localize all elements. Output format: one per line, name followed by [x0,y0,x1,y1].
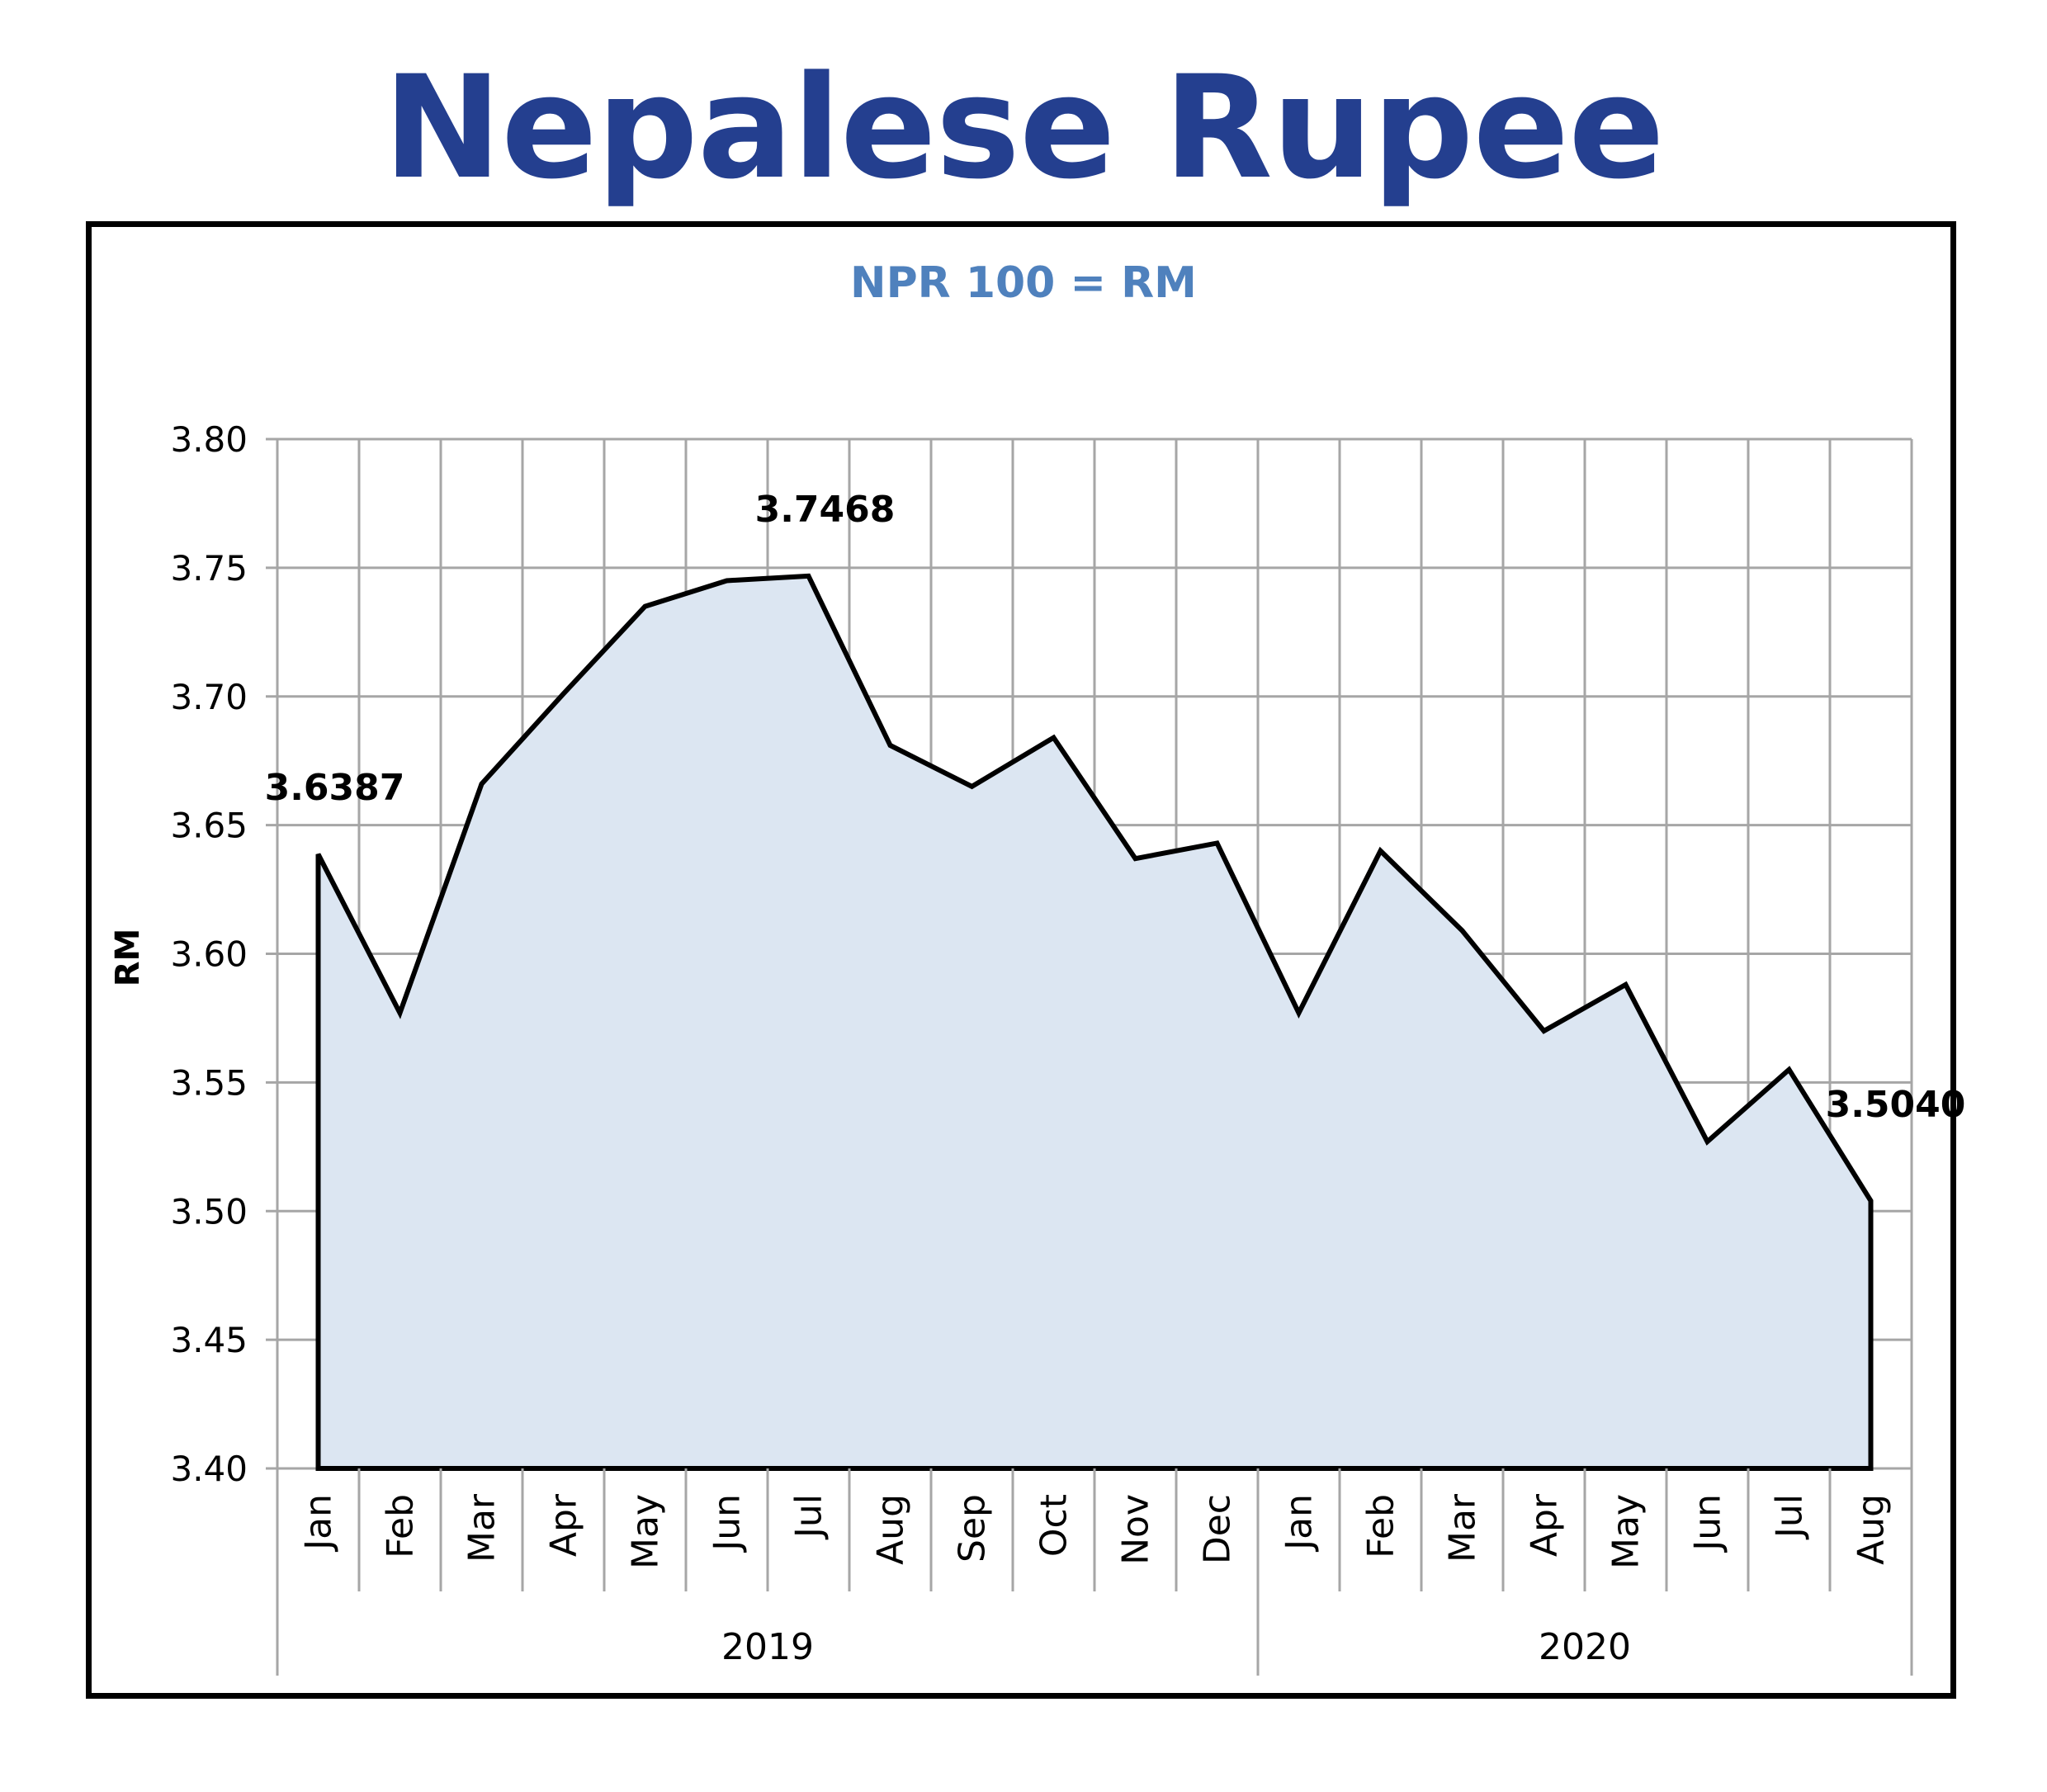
y-axis-label: RM [109,929,147,987]
x-tick-label: Mar [461,1493,503,1563]
series-line [315,573,1874,1471]
x-group-label: 2020 [1539,1626,1631,1668]
x-tick-label: Sep [952,1494,994,1563]
data-label: 3.5040 [1826,1084,1966,1126]
x-tick-label: Nov [1115,1494,1157,1565]
axis-layer [276,1468,1913,1676]
x-tick-label: Apr [543,1493,585,1557]
x-tick-label: Aug [870,1494,912,1565]
page-title: Nepalese Rupee [383,45,1665,210]
x-tick-label: Apr [1524,1493,1566,1557]
x-tick-label: Jan [1279,1494,1321,1553]
x-tick-label: Jul [1769,1494,1811,1540]
x-tick-label: Aug [1851,1494,1893,1565]
y-tick-label: 3.50 [170,1191,248,1232]
x-tick-label: Jun [1687,1494,1729,1553]
y-tick-label: 3.55 [170,1062,248,1103]
x-tick-label: May [1605,1494,1648,1569]
y-tick-label: 3.40 [170,1449,248,1489]
chart-subtitle: NPR 100 = RM [850,258,1197,308]
data-label: 3.7468 [755,489,896,531]
x-tick-label: Jul [788,1494,830,1540]
data-label: 3.6387 [265,767,405,809]
chart-frame [86,221,1956,1699]
x-tick-label: Jan [298,1494,340,1553]
y-tick-label: 3.70 [170,677,248,717]
x-tick-label: Feb [1360,1494,1402,1558]
series-area-fill [318,575,1871,1468]
x-tick-label: Jun [707,1494,749,1553]
area-layer [315,573,1874,1471]
y-tick-label: 3.45 [170,1320,248,1360]
x-tick-label: Mar [1442,1493,1484,1563]
x-tick-label: Dec [1197,1494,1239,1564]
label-layer: 3.80 3.75 3.70 3.65 3.60 3.55 3.50 3.45 3.40 2019… [170,419,1965,1668]
x-tick-label: Oct [1033,1494,1076,1557]
x-tick-label: May [625,1494,667,1569]
y-tick-label: 3.60 [170,934,248,975]
x-tick-label: Feb [380,1494,422,1558]
x-group-label: 2019 [721,1626,814,1668]
y-tick-label: 3.65 [170,806,248,846]
y-tick-label: 3.80 [170,419,248,460]
y-tick-label: 3.75 [170,548,248,589]
